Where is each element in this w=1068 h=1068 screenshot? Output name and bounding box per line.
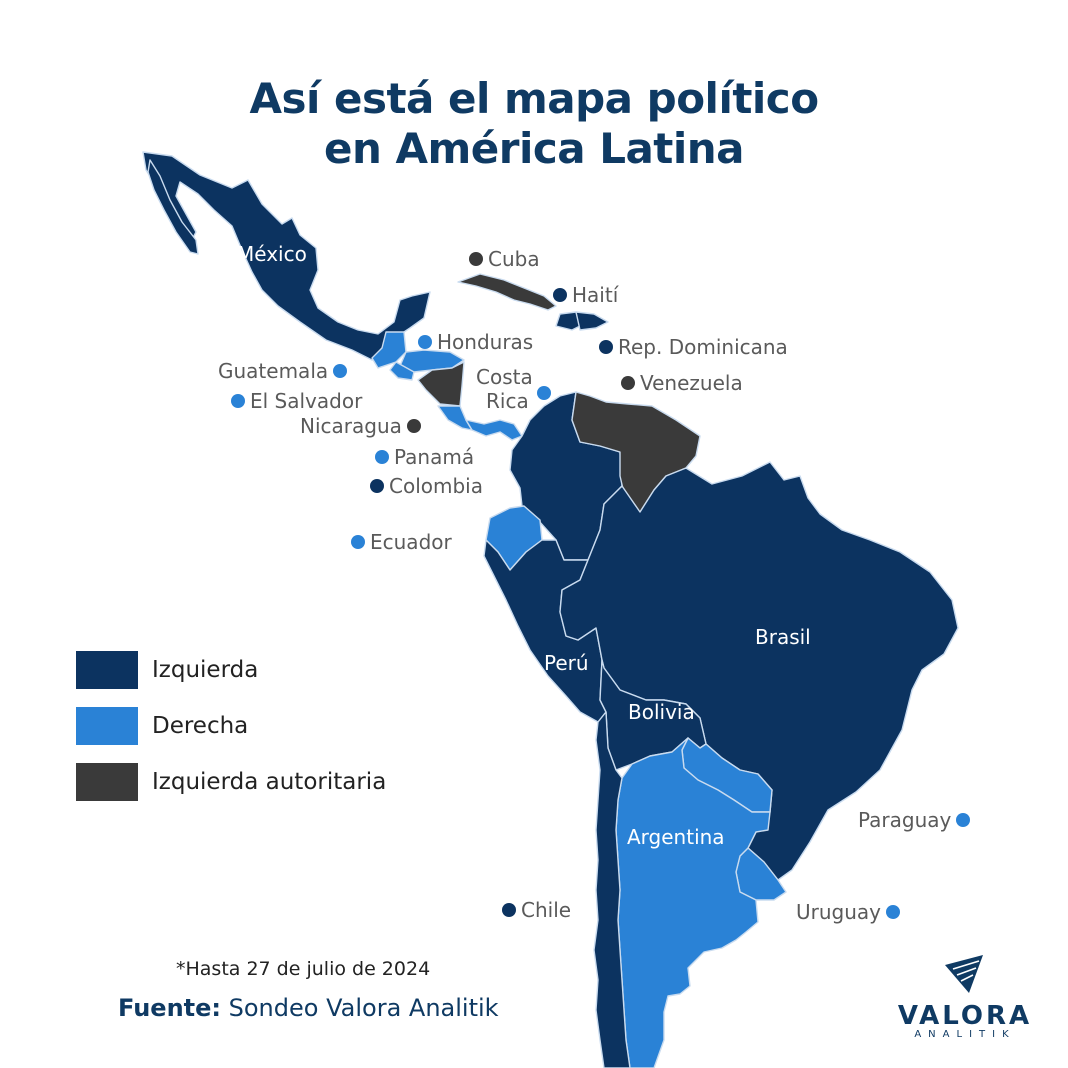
uruguay-dot-icon: [886, 904, 900, 919]
label-mexico: México: [237, 242, 307, 266]
country-chile[interactable]: [593, 711, 631, 1068]
country-mexico-baja: [147, 159, 199, 255]
map-title: Así está el mapa político en América Lat…: [0, 74, 1068, 174]
costa-rica-name-1: Costa: [476, 365, 533, 389]
guatemala-name: Guatemala: [218, 359, 329, 383]
chile-name: Chile: [521, 898, 572, 922]
label-chile: Chile: [502, 898, 571, 922]
haiti-dot-icon: [553, 287, 567, 302]
el-salvador-name: El Salvador: [250, 389, 363, 413]
title-line-1: Así está el mapa político: [249, 74, 819, 123]
label-nicaragua: Nicaragua: [300, 414, 421, 438]
label-costa-rica: Costa Rica: [476, 365, 533, 413]
label-colombia: Colombia: [370, 474, 483, 498]
legend-item-derecha: Derecha: [76, 698, 386, 754]
legend-swatch-izquierda: [76, 651, 138, 689]
logo-sub: ANALITIK: [914, 1029, 1016, 1040]
venezuela-dot-icon: [621, 375, 635, 390]
legend-item-izquierda: Izquierda: [76, 642, 386, 698]
honduras-name: Honduras: [437, 330, 534, 354]
label-rep-dominicana: Rep. Dominicana: [599, 335, 788, 359]
honduras-dot-icon: [418, 334, 432, 349]
source-text: Sondeo Valora Analitik: [228, 994, 499, 1022]
guatemala-dot-icon: [333, 363, 348, 378]
source-line: Fuente: Sondeo Valora Analitik: [118, 994, 499, 1022]
label-brasil: Brasil: [755, 625, 811, 649]
logo-word: VALORA: [897, 1001, 1033, 1031]
country-haiti[interactable]: [555, 311, 581, 331]
label-paraguay: Paraguay: [858, 808, 971, 832]
label-honduras: Honduras: [418, 330, 533, 354]
label-bolivia: Bolivia: [628, 700, 695, 724]
date-note: *Hasta 27 de julio de 2024: [176, 958, 431, 980]
country-rep-dominicana[interactable]: [575, 311, 609, 331]
rep-dominicana-name: Rep. Dominicana: [618, 335, 788, 359]
cuba-dot-icon: [469, 251, 483, 266]
uruguay-name: Uruguay: [796, 900, 881, 924]
label-haiti: Haití: [553, 283, 618, 307]
label-peru: Perú: [544, 651, 589, 675]
panama-name: Panamá: [394, 445, 475, 469]
legend-label-izquierda-autoritaria: Izquierda autoritaria: [152, 769, 387, 795]
nicaragua-name: Nicaragua: [300, 414, 402, 438]
label-panama: Panamá: [375, 445, 474, 469]
legend-label-izquierda: Izquierda: [152, 657, 259, 683]
label-ecuador: Ecuador: [351, 530, 452, 554]
legend-item-izquierda-autoritaria: Izquierda autoritaria: [76, 754, 386, 810]
rep-dominicana-dot-icon: [599, 339, 613, 354]
valora-wing-icon: [945, 955, 983, 993]
costa-rica-dot-icon: [537, 386, 551, 400]
paraguay-name: Paraguay: [858, 808, 952, 832]
venezuela-name: Venezuela: [640, 371, 743, 395]
legend-label-derecha: Derecha: [152, 713, 249, 739]
country-costa-rica[interactable]: [437, 405, 473, 431]
cuba-name: Cuba: [488, 247, 540, 271]
chile-dot-icon: [502, 902, 516, 917]
nicaragua-dot-icon: [406, 418, 421, 433]
valora-analitik-logo: VALORA ANALITIK: [890, 955, 1040, 1040]
label-argentina: Argentina: [627, 825, 725, 849]
colombia-name: Colombia: [389, 474, 483, 498]
haiti-name: Haití: [572, 283, 619, 307]
country-el-salvador[interactable]: [389, 361, 415, 381]
paraguay-dot-icon: [956, 812, 971, 827]
label-guatemala: Guatemala: [218, 359, 348, 383]
label-venezuela: Venezuela: [621, 371, 743, 395]
ecuador-name: Ecuador: [370, 530, 452, 554]
costa-rica-name-2: Rica: [486, 389, 529, 413]
source-label: Fuente:: [118, 994, 221, 1022]
country-panama[interactable]: [465, 419, 523, 441]
label-cuba: Cuba: [469, 247, 540, 271]
el-salvador-dot-icon: [231, 393, 245, 408]
panama-dot-icon: [375, 449, 389, 464]
label-el-salvador: El Salvador: [231, 389, 362, 413]
country-cuba[interactable]: [457, 273, 557, 311]
map-legend: Izquierda Derecha Izquierda autoritaria: [76, 642, 386, 810]
title-line-2: en América Latina: [323, 124, 745, 173]
legend-swatch-derecha: [76, 707, 138, 745]
country-guatemala[interactable]: [371, 331, 407, 369]
ecuador-dot-icon: [351, 534, 365, 549]
label-uruguay: Uruguay: [796, 900, 900, 924]
colombia-dot-icon: [370, 478, 384, 493]
legend-swatch-izquierda-autoritaria: [76, 763, 138, 801]
